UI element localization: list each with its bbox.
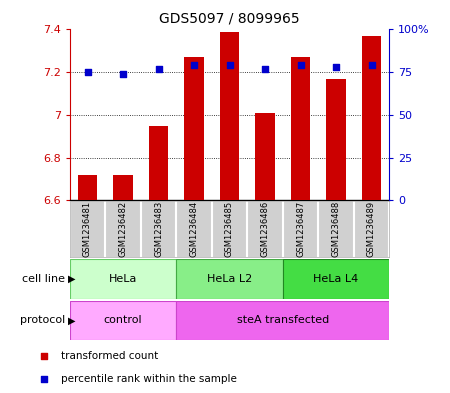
- Point: [333, 64, 340, 70]
- Bar: [176, 259, 283, 299]
- Bar: [291, 57, 310, 200]
- Bar: [113, 175, 133, 200]
- Bar: [326, 79, 346, 200]
- Point: [261, 66, 269, 72]
- Text: GSM1236485: GSM1236485: [225, 201, 234, 257]
- Bar: [78, 175, 97, 200]
- Text: HeLa: HeLa: [109, 274, 137, 284]
- Text: GSM1236486: GSM1236486: [261, 201, 270, 257]
- Point: [84, 69, 91, 75]
- Bar: [362, 36, 381, 200]
- Text: GSM1236483: GSM1236483: [154, 201, 163, 257]
- Bar: [176, 301, 389, 340]
- Text: cell line: cell line: [22, 274, 65, 284]
- Text: protocol: protocol: [20, 315, 65, 325]
- Point: [119, 71, 126, 77]
- Title: GDS5097 / 8099965: GDS5097 / 8099965: [159, 11, 300, 26]
- Bar: [283, 259, 389, 299]
- Point: [155, 66, 162, 72]
- Text: ▶: ▶: [68, 274, 75, 284]
- Bar: [149, 126, 168, 200]
- Text: control: control: [104, 315, 142, 325]
- Text: GSM1236481: GSM1236481: [83, 201, 92, 257]
- Text: percentile rank within the sample: percentile rank within the sample: [61, 374, 237, 384]
- Text: GSM1236487: GSM1236487: [296, 201, 305, 257]
- Bar: [184, 57, 204, 200]
- Point: [297, 62, 304, 68]
- Text: HeLa L4: HeLa L4: [313, 274, 359, 284]
- Text: GSM1236484: GSM1236484: [189, 201, 198, 257]
- Bar: [255, 113, 275, 200]
- Text: HeLa L2: HeLa L2: [207, 274, 252, 284]
- Bar: [70, 259, 176, 299]
- Text: GSM1236488: GSM1236488: [332, 201, 341, 257]
- Text: transformed count: transformed count: [61, 351, 158, 361]
- Bar: [220, 31, 239, 200]
- Text: ▶: ▶: [68, 315, 75, 325]
- Bar: [70, 301, 176, 340]
- Text: GSM1236489: GSM1236489: [367, 201, 376, 257]
- Point: [226, 62, 233, 68]
- Point: [190, 62, 198, 68]
- Text: steA transfected: steA transfected: [237, 315, 329, 325]
- Text: GSM1236482: GSM1236482: [118, 201, 127, 257]
- Point: [368, 62, 375, 68]
